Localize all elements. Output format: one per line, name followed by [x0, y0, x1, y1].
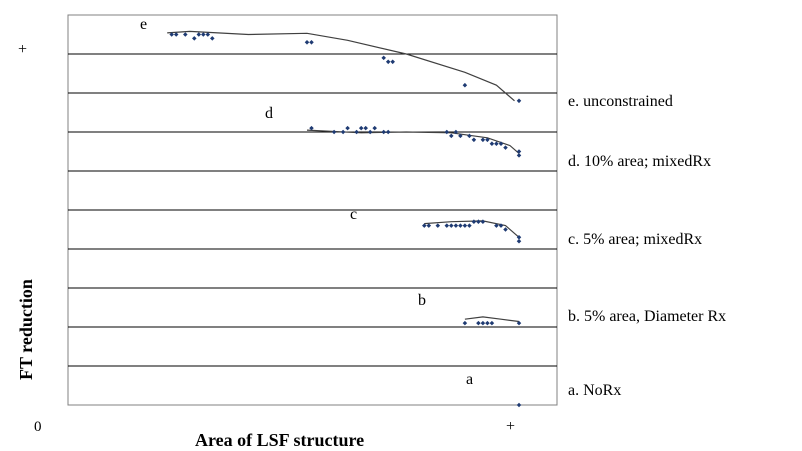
data-point-d — [467, 133, 472, 139]
data-point-d — [480, 137, 486, 143]
data-point-e — [381, 55, 386, 61]
series-letters: e d c b a — [140, 16, 473, 388]
data-point-d — [358, 125, 364, 131]
x-axis-label: Area of LSF structure — [195, 430, 364, 450]
y-max-tick-label: + — [18, 41, 27, 58]
trend-line-e — [167, 30, 515, 102]
trend-lines — [167, 30, 520, 323]
series-label-d: d. 10% area; mixedRx — [568, 153, 711, 170]
data-point-b — [462, 320, 468, 326]
data-point-d — [331, 129, 337, 135]
data-point-e — [205, 32, 211, 37]
data-point-d — [385, 129, 391, 135]
data-point-d — [345, 125, 350, 131]
data-point-d — [489, 141, 495, 146]
data-point-e — [192, 36, 197, 41]
data-point-d — [444, 129, 450, 135]
data-point-d — [471, 137, 477, 143]
data-point-d — [494, 141, 499, 146]
trend-line-b — [464, 316, 520, 323]
data-point-e — [516, 98, 522, 104]
data-point-c — [480, 219, 486, 224]
trend-line-d — [306, 129, 520, 154]
data-point-a — [516, 402, 522, 408]
data-point-e — [196, 32, 202, 37]
data-point-b — [489, 320, 495, 326]
data-point-d — [516, 149, 522, 154]
x-max-tick-label: + — [506, 418, 515, 435]
series-letter-e: e — [140, 16, 147, 33]
series-letter-c: c — [350, 206, 357, 223]
data-point-c — [422, 223, 427, 228]
data-point-b — [480, 320, 486, 326]
data-point-c — [462, 223, 468, 228]
y-axis-label: FT reduction — [16, 279, 36, 380]
data-point-b — [516, 320, 522, 326]
data-point-e — [309, 40, 314, 45]
data-point-c — [476, 219, 481, 224]
data-point-d — [498, 141, 504, 146]
data-point-d — [372, 125, 377, 131]
data-point-d — [354, 129, 359, 135]
series-label-e: e. unconstrained — [568, 93, 673, 110]
data-point-d — [449, 133, 454, 139]
data-point-c — [503, 227, 508, 232]
data-point-d — [503, 145, 508, 150]
data-point-d — [516, 153, 522, 158]
data-point-e — [304, 40, 310, 45]
data-point-c — [458, 223, 463, 228]
data-point-c — [467, 223, 472, 228]
data-point-c — [435, 223, 441, 228]
series-letter-d: d — [265, 105, 273, 122]
data-point-b — [476, 320, 481, 326]
data-point-e — [173, 32, 179, 37]
data-point-d — [363, 125, 368, 131]
series-label-c: c. 5% area; mixedRx — [568, 231, 702, 248]
data-point-c — [453, 223, 459, 228]
series-letter-b: b — [418, 292, 426, 309]
data-point-b — [485, 320, 490, 326]
data-point-d — [381, 129, 386, 135]
data-point-c — [426, 223, 432, 228]
data-point-e — [201, 32, 206, 37]
data-point-e — [385, 59, 391, 65]
series-letter-a: a — [466, 371, 473, 388]
data-point-d — [458, 133, 463, 139]
series-labels: e. unconstrained d. 10% area; mixedRx c. 5… — [568, 93, 726, 399]
data-point-d — [340, 129, 346, 135]
data-point-e — [169, 32, 174, 37]
data-point-e — [210, 36, 215, 41]
data-point-c — [444, 223, 450, 228]
data-point-c — [449, 223, 454, 228]
data-point-e — [183, 32, 188, 37]
series-label-b: b. 5% area, Diameter Rx — [568, 308, 726, 325]
data-point-d — [367, 129, 373, 135]
x-min-tick-label: 0 — [34, 419, 42, 435]
data-point-e — [462, 82, 468, 88]
data-point-c — [516, 238, 522, 244]
data-points — [169, 32, 522, 408]
gridlines — [68, 53, 557, 367]
data-point-e — [390, 59, 395, 65]
data-point-c — [471, 219, 477, 224]
series-label-a: a. NoRx — [568, 382, 621, 399]
